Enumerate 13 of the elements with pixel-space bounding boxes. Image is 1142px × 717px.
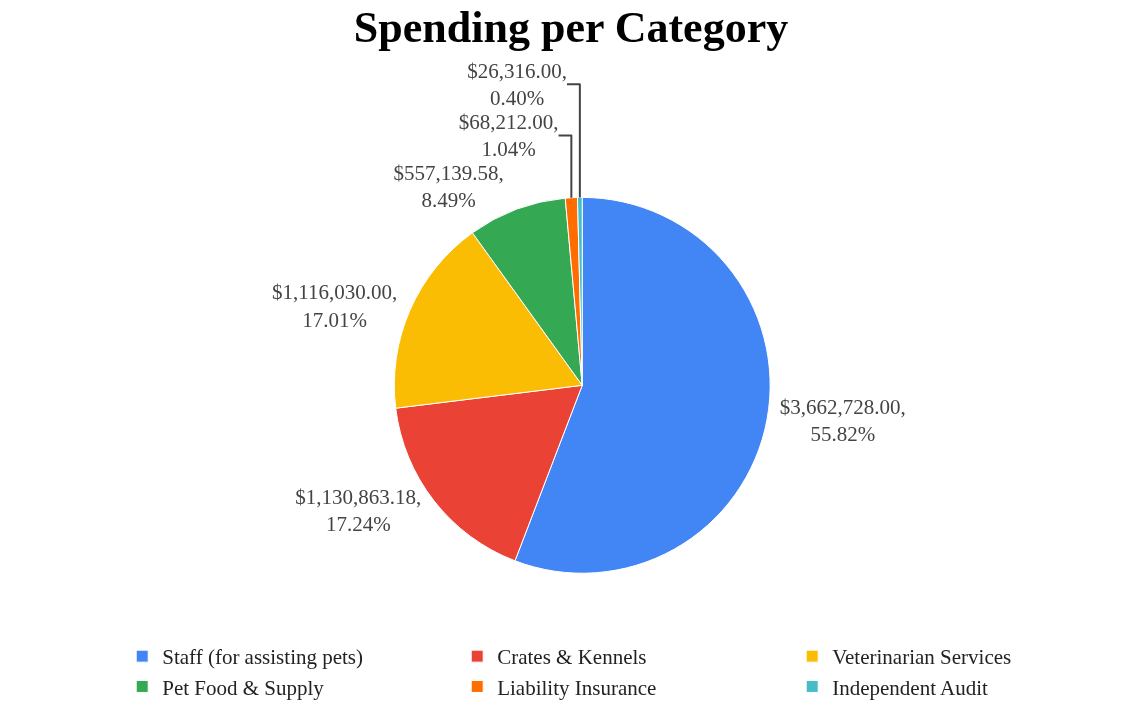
legend-label: Independent Audit: [832, 675, 989, 700]
legend-label: Liability Insurance: [497, 675, 657, 700]
data-label: $26,316.00, 0.40%: [467, 58, 568, 110]
chart-title: Spending per Category: [353, 2, 789, 52]
legend-label: Veterinarian Services: [832, 645, 1012, 670]
legend-label: Pet Food & Supply: [162, 675, 325, 700]
data-label: $1,116,030.00, 17.01%: [272, 280, 398, 332]
legend-label: Staff (for assisting pets): [162, 645, 364, 670]
legend-label: Crates & Kennels: [497, 645, 647, 670]
data-label: $1,130,863.18, 17.24%: [295, 485, 422, 537]
data-label: $3,662,728.00, 55.82%: [779, 394, 906, 446]
data-label: $68,212.00, 1.04%: [458, 109, 559, 162]
data-label: $557,139.58, 8.49%: [393, 161, 504, 213]
